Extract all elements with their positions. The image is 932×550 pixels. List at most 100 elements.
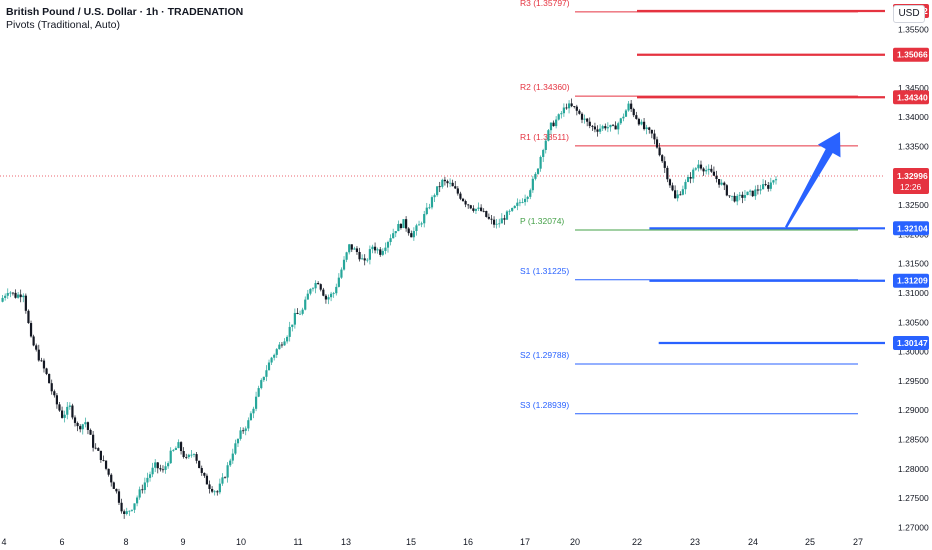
candle-body [376,249,379,251]
symbol-title[interactable]: British Pound / U.S. Dollar · 1h · TRADE… [6,6,244,18]
candle-body [283,341,286,346]
candle-body [609,124,612,128]
candle-body [172,449,175,451]
candle-body [234,443,237,454]
candle-body [710,168,713,172]
candle-body [772,180,775,183]
candle-body [588,121,591,126]
trend-arrow[interactable] [785,131,841,228]
x-tick-label: 17 [520,537,530,547]
candle-body [379,249,382,255]
candle-body [9,292,12,294]
candle-body [117,491,121,503]
candle-body [738,194,741,196]
candle-body [725,185,728,196]
candle-body [407,228,410,234]
candle-body [120,502,123,512]
candle-body [562,107,565,114]
candle-body [658,147,661,156]
candle-body [661,155,664,162]
candle-body [84,422,87,425]
candle-body [314,282,317,289]
candle-body [278,344,281,350]
candle-body [575,106,578,111]
candle-body [467,204,470,206]
drawn-levels[interactable] [637,9,885,345]
candle-body [68,405,71,407]
candle-body [402,219,405,229]
candle-body [534,173,537,179]
y-tick-label: 1.28000 [898,464,929,474]
candle-body [135,497,139,504]
candle-body [399,223,403,229]
candle-body [549,122,553,131]
level-tag-bg [893,47,929,62]
candle-body [4,295,7,298]
pivot-label-s1: S1 (1.31225) [520,266,569,276]
candle-body [482,210,485,212]
candle-body [392,233,395,239]
x-tick-label: 20 [570,537,580,547]
candle-body [751,190,754,197]
candle-body [694,168,697,170]
candle-body [200,468,203,473]
candle-body [441,179,444,187]
candle-body [676,194,679,199]
candle-body [373,246,377,251]
candle-body [213,491,216,493]
candle-body [666,167,669,180]
candle-body [112,482,115,489]
candle-body [570,103,573,107]
candle-body [557,114,560,120]
x-tick-label: 11 [293,537,302,547]
x-tick-label: 16 [463,537,473,547]
candle-body [749,190,752,192]
level-tag-bg [893,273,929,288]
candle-body [236,438,240,444]
candle-body [221,477,224,484]
candle-body [495,223,498,225]
candle-body [684,181,687,190]
candle-body [505,211,509,220]
candle-body [27,310,30,324]
candle-body [555,119,558,127]
candle-body [663,161,666,168]
candle-body [24,295,27,311]
candle-body [252,408,255,414]
candle-body [177,442,180,449]
candle-body [619,118,622,124]
candle-body [420,223,423,225]
candle-body [329,293,333,298]
y-tick-label: 1.28500 [898,434,929,444]
candle-body [242,430,245,432]
candle-body [389,238,392,243]
candle-body [205,475,209,485]
level-tag: 1.32104 [897,223,928,233]
x-tick-label: 24 [748,537,758,547]
candle-body [417,224,421,226]
indicator-label[interactable]: Pivots (Traditional, Auto) [6,19,120,31]
candle-body [53,391,56,396]
candle-body [464,201,467,205]
candle-body [174,448,177,450]
candle-body [430,197,434,208]
y-tick-label: 1.27000 [898,522,929,532]
candle-body [203,472,206,476]
candle-body [190,454,193,456]
y-tick-label: 1.34000 [898,112,929,122]
x-tick-label: 25 [805,537,815,547]
currency-button[interactable]: USD [893,5,925,23]
candle-body [324,295,328,300]
time-axis[interactable]: 4 6 8 9 10 11 13 15 16 17 20 22 23 24 25 27 [0,535,932,550]
candle-body [547,130,550,141]
candle-body [187,454,190,458]
candle-body [689,177,692,179]
candle-body [99,450,102,461]
y-tick-label: 1.33500 [898,141,929,151]
candle-body [249,413,253,421]
candle-body [448,182,452,184]
candle-body [86,422,90,430]
candle-body [531,178,534,191]
candle-body [179,442,183,452]
